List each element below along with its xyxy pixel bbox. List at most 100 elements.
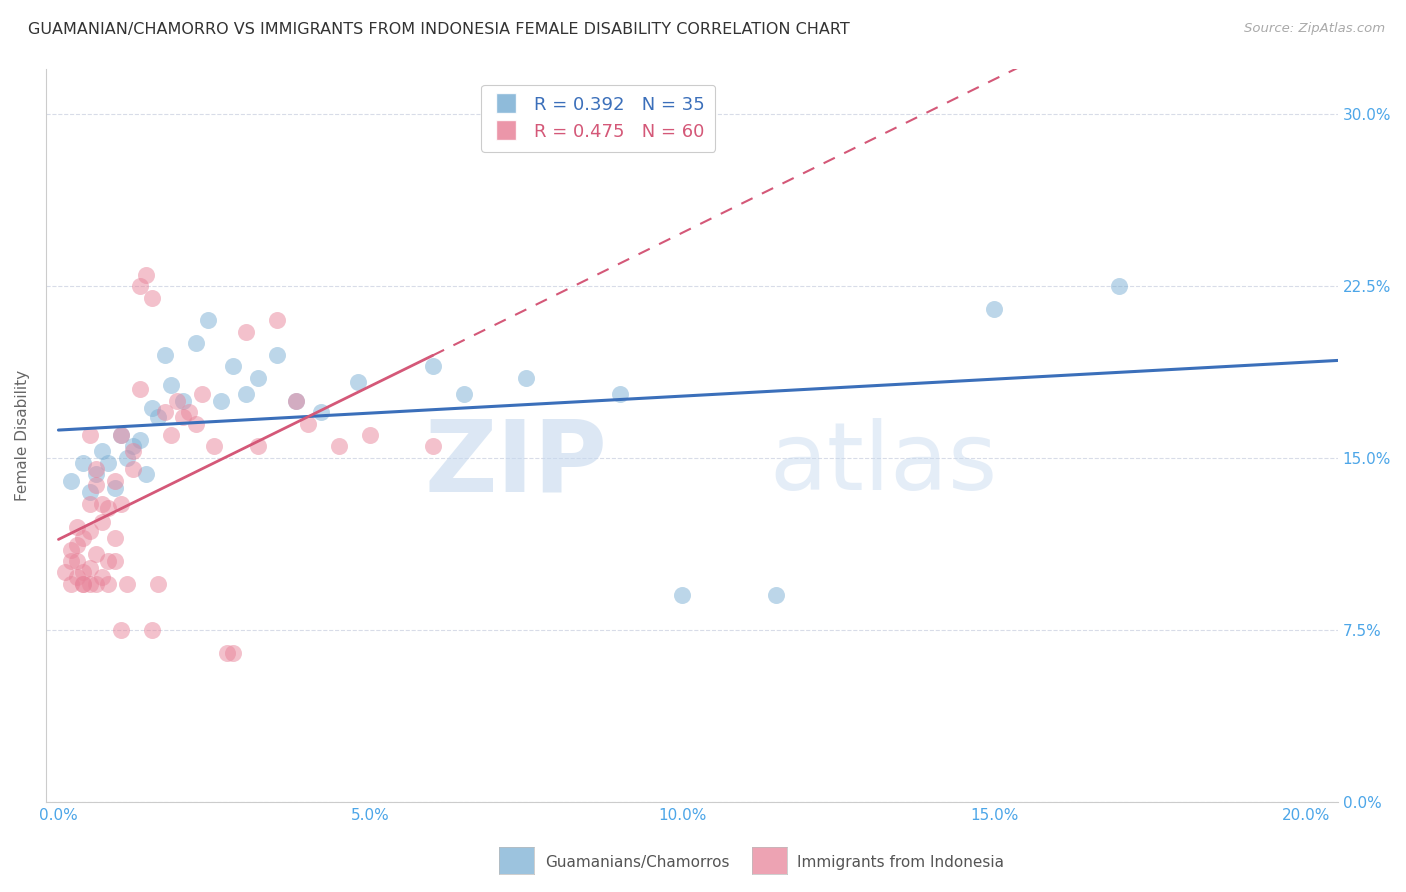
Point xyxy=(91,570,114,584)
Point xyxy=(197,313,219,327)
Point xyxy=(79,524,101,539)
Point xyxy=(359,428,381,442)
Point xyxy=(172,409,194,424)
Text: ZIP: ZIP xyxy=(425,416,607,513)
Point xyxy=(141,623,163,637)
Point xyxy=(104,554,127,568)
Point xyxy=(128,433,150,447)
Point xyxy=(191,386,214,401)
Point xyxy=(266,313,288,327)
Point xyxy=(66,519,89,533)
Point xyxy=(59,577,82,591)
Point xyxy=(59,474,82,488)
Point xyxy=(91,497,114,511)
Point xyxy=(765,588,787,602)
Point xyxy=(983,301,1005,316)
Text: Guamanians/Chamorros: Guamanians/Chamorros xyxy=(546,855,730,870)
Text: atlas: atlas xyxy=(769,418,997,510)
Point xyxy=(72,577,94,591)
Point xyxy=(453,386,475,401)
Point xyxy=(72,456,94,470)
Point xyxy=(284,393,307,408)
Point xyxy=(141,401,163,415)
Point xyxy=(115,577,138,591)
Point xyxy=(122,462,145,476)
Point xyxy=(84,467,107,481)
Point xyxy=(84,478,107,492)
Legend: R = 0.392   N = 35, R = 0.475   N = 60: R = 0.392 N = 35, R = 0.475 N = 60 xyxy=(481,85,716,152)
Point xyxy=(266,348,288,362)
Point xyxy=(148,577,170,591)
Point xyxy=(1108,279,1130,293)
Point xyxy=(215,646,238,660)
Point xyxy=(122,440,145,454)
Point xyxy=(115,450,138,465)
Point xyxy=(671,588,693,602)
Point xyxy=(79,428,101,442)
Point xyxy=(222,359,245,374)
Point xyxy=(72,577,94,591)
Point xyxy=(247,370,270,384)
Point xyxy=(110,497,132,511)
Point xyxy=(235,325,257,339)
Point xyxy=(91,515,114,529)
Point xyxy=(97,501,120,516)
Point xyxy=(179,405,201,419)
Point xyxy=(91,444,114,458)
Point xyxy=(79,577,101,591)
Point xyxy=(284,393,307,408)
Point xyxy=(328,440,350,454)
Point xyxy=(148,409,170,424)
Point xyxy=(110,428,132,442)
Point xyxy=(172,393,194,408)
Point xyxy=(79,561,101,575)
Point xyxy=(59,554,82,568)
Point xyxy=(104,531,127,545)
Point xyxy=(159,428,181,442)
Point xyxy=(128,382,150,396)
Point xyxy=(53,566,76,580)
Point xyxy=(97,554,120,568)
Point xyxy=(184,417,207,431)
Point xyxy=(297,417,319,431)
Point xyxy=(209,393,232,408)
Point xyxy=(84,547,107,561)
Point xyxy=(72,531,94,545)
Point xyxy=(159,377,181,392)
Point xyxy=(84,577,107,591)
Point xyxy=(609,386,631,401)
Point xyxy=(97,577,120,591)
Point xyxy=(104,481,127,495)
Point xyxy=(122,444,145,458)
Point xyxy=(153,405,176,419)
Point xyxy=(72,566,94,580)
Point xyxy=(79,485,101,500)
Point xyxy=(153,348,176,362)
Text: Source: ZipAtlas.com: Source: ZipAtlas.com xyxy=(1244,22,1385,36)
Point xyxy=(66,570,89,584)
Point xyxy=(128,279,150,293)
Point xyxy=(222,646,245,660)
Point xyxy=(66,538,89,552)
Point xyxy=(422,440,444,454)
Point xyxy=(59,542,82,557)
Point xyxy=(184,336,207,351)
Point xyxy=(347,376,370,390)
Point xyxy=(110,623,132,637)
Point xyxy=(166,393,188,408)
Point xyxy=(515,370,537,384)
Point xyxy=(84,462,107,476)
Point xyxy=(309,405,332,419)
Point xyxy=(141,291,163,305)
Point xyxy=(135,467,157,481)
Point xyxy=(247,440,270,454)
Point xyxy=(110,428,132,442)
Y-axis label: Female Disability: Female Disability xyxy=(15,369,30,500)
Point xyxy=(97,456,120,470)
Point xyxy=(235,386,257,401)
Point xyxy=(422,359,444,374)
Text: Immigrants from Indonesia: Immigrants from Indonesia xyxy=(797,855,1004,870)
Point xyxy=(79,497,101,511)
Point xyxy=(135,268,157,282)
Point xyxy=(66,554,89,568)
